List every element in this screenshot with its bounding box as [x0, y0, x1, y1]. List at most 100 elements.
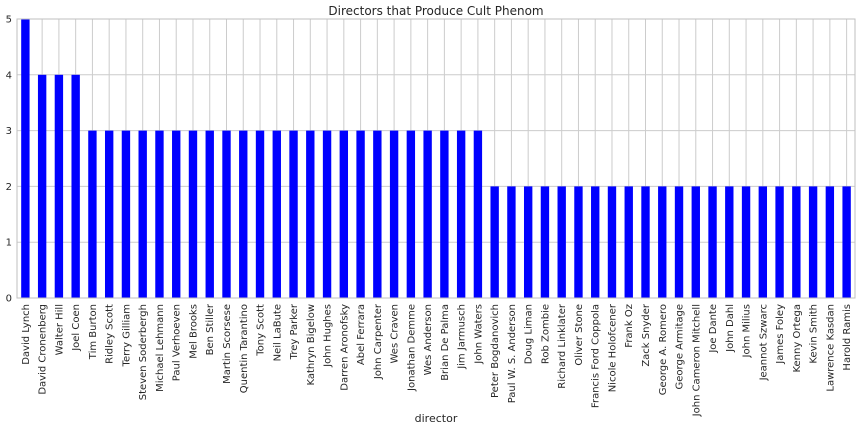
bar [842, 186, 851, 298]
bar [322, 130, 332, 298]
x-tick-label: Kathryn Bigelow [306, 304, 317, 386]
bar [339, 130, 349, 298]
x-tick-label: Trey Parker [289, 303, 300, 360]
chart-title: Directors that Produce Cult Phenom [328, 4, 543, 18]
x-tick-label: Neil LaBute [272, 304, 283, 361]
x-tick-label: John Waters [473, 304, 484, 365]
bar [389, 130, 399, 298]
x-tick-label: Steven Soderbergh [138, 304, 149, 400]
x-tick-label: Nicole Holofcener [607, 303, 618, 392]
x-tick-label: Paul Verhoeven [172, 304, 183, 381]
bar [523, 186, 533, 298]
bar [289, 130, 298, 298]
bar [255, 130, 265, 298]
bar [825, 186, 835, 298]
bar [155, 130, 164, 298]
bar [725, 186, 734, 298]
x-tick-label: Doug Liman [524, 304, 535, 364]
y-tick-label: 0 [6, 294, 12, 305]
bar [741, 186, 751, 298]
x-tick-label: Abel Ferrara [356, 304, 367, 365]
bar [658, 186, 667, 298]
bar [775, 186, 784, 298]
x-tick-label: Martin Scorsese [222, 304, 233, 384]
bar [356, 130, 365, 298]
x-tick-label: James Foley [775, 304, 786, 365]
x-tick-label: Michael Lehmann [155, 304, 166, 392]
bar [473, 130, 483, 298]
y-axis-ticks: 0 1 2 3 4 5 [6, 15, 12, 305]
y-tick-label: 2 [6, 182, 12, 193]
x-tick-label: Jim Jarmusch [457, 304, 468, 370]
bar [540, 186, 550, 298]
x-tick-label: Richard Linklater [557, 303, 568, 389]
x-axis-label: director [415, 412, 458, 425]
bar [71, 74, 80, 298]
bar [691, 186, 700, 298]
bar [104, 130, 114, 298]
x-tick-label: John Milius [742, 304, 753, 358]
bar [272, 130, 281, 298]
x-tick-label: Walter Hill [54, 304, 65, 355]
bar [21, 19, 30, 298]
bar [557, 186, 566, 298]
bar [406, 130, 416, 298]
bar [172, 130, 181, 298]
bar [188, 130, 198, 298]
x-tick-label: Peter Bogdanovich [490, 304, 501, 398]
bar [591, 186, 600, 298]
x-tick-label: Frank Oz [624, 304, 635, 348]
x-tick-label: Joe Dante [708, 304, 719, 354]
x-tick-label: Tim Burton [88, 304, 99, 360]
x-tick-label: Terry Gilliam [121, 304, 132, 367]
bar [574, 186, 583, 298]
bar [54, 74, 64, 298]
x-tick-label: Harold Ramis [842, 304, 853, 371]
x-tick-label: Oliver Stone [574, 304, 585, 366]
x-tick-label: Kenny Ortega [792, 304, 803, 373]
x-tick-label: John Dahl [725, 304, 736, 353]
y-tick-label: 4 [6, 70, 12, 81]
x-tick-label: Wes Craven [390, 304, 401, 363]
x-axis-ticks: David Lynch David Cronenberg Walter Hill Jo… [21, 303, 853, 417]
y-tick-label: 3 [6, 126, 12, 137]
x-tick-label: Kevin Smith [809, 304, 820, 364]
bar [306, 130, 315, 298]
bars [21, 19, 851, 298]
plot-frame [16, 18, 856, 299]
bar [88, 130, 97, 298]
bar [607, 186, 617, 298]
x-tick-label: Joel Coen [71, 304, 82, 352]
bar [205, 130, 214, 298]
bar [222, 130, 231, 298]
bar [641, 186, 650, 298]
bar [423, 130, 432, 298]
bar [708, 186, 717, 298]
x-tick-label: Lawrence Kasdan [825, 304, 836, 392]
bar [37, 74, 47, 298]
x-tick-label: John Cameron Mitchell [691, 304, 702, 417]
x-tick-label: David Lynch [21, 304, 32, 365]
bar [758, 186, 768, 298]
bar [138, 130, 147, 298]
x-tick-label: John Carpenter [373, 303, 384, 380]
bar [440, 130, 449, 298]
x-tick-label: Darren Aronofsky [339, 304, 350, 391]
bar [121, 130, 131, 298]
x-tick-label: Ridley Scott [105, 304, 116, 364]
x-tick-label: Jeannot Szwarc [758, 304, 769, 381]
plot-border [16, 18, 856, 299]
bar [792, 186, 801, 298]
x-tick-label: Paul W. S. Anderson [507, 304, 518, 403]
x-tick-label: Quentin Tarantino [239, 304, 250, 393]
x-tick-label: Mel Brooks [188, 304, 199, 359]
x-tick-label: George A. Romero [658, 304, 669, 395]
y-tick-label: 5 [6, 15, 12, 26]
bar [808, 186, 818, 298]
y-tick-label: 1 [6, 238, 12, 249]
x-tick-label: Brian De Palma [440, 304, 451, 381]
x-tick-label: Jonathan Demme [406, 304, 417, 392]
x-tick-label: Wes Anderson [423, 304, 434, 375]
bar [674, 186, 684, 298]
